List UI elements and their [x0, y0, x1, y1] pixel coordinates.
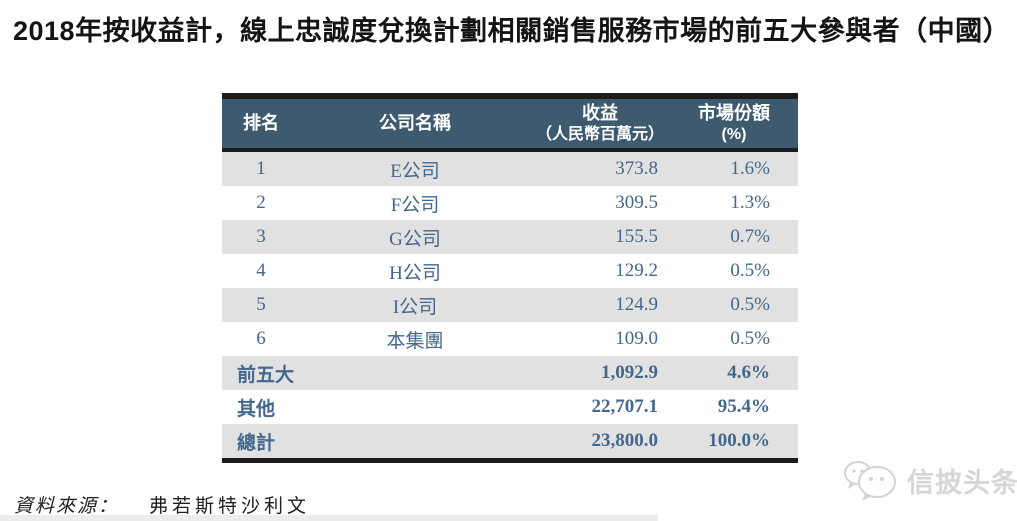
header-revenue-line2: （人民幣百萬元）	[535, 125, 664, 143]
cell-rank: 3	[256, 226, 266, 247]
table-row: 3 G公司 155.5 0.7%	[222, 220, 798, 254]
summary-row-total: 總計 23,800.0 100.0%	[222, 424, 798, 458]
header-company: 公司名稱	[379, 113, 451, 134]
table-row: 5 I公司 124.9 0.5%	[222, 288, 798, 322]
summary-row-others: 其他 22,707.1 95.4%	[222, 390, 798, 424]
cell-company: F公司	[390, 194, 440, 216]
watermark-text: 信披头条	[907, 467, 1017, 498]
cell-revenue: 23,800.0	[591, 430, 659, 451]
cell-label: 前五大	[237, 364, 295, 386]
table-row: 1 E公司 373.8 1.6%	[222, 152, 798, 186]
cell-revenue: 309.5	[615, 192, 658, 213]
cell-share: 1.3%	[730, 192, 770, 213]
cell-revenue: 22,707.1	[591, 396, 659, 417]
cell-rank: 4	[256, 260, 266, 281]
header-revenue: 收益 （人民幣百萬元）	[530, 102, 670, 145]
header-share: 市場份額 (%)	[670, 102, 798, 145]
cell-company: 本集團	[386, 330, 444, 352]
page-title: 2018年按收益計，線上忠誠度兌換計劃相關銷售服務市場的前五大參與者（中國）	[13, 16, 1011, 46]
cell-share: 1.6%	[730, 158, 770, 179]
source-label: 資料來源：	[14, 496, 120, 517]
table-row: 6 本集團 109.0 0.5%	[222, 322, 798, 356]
chat-bubbles-icon	[843, 458, 897, 502]
header-share-line1: 市場份額	[698, 103, 770, 124]
summary-row-top-five: 前五大 1,092.9 4.6%	[222, 356, 798, 390]
page-bottom-edge	[0, 515, 658, 521]
cell-label: 總計	[237, 432, 276, 454]
cell-revenue: 1,092.9	[601, 362, 658, 383]
source-value: 弗若斯特沙利文	[149, 496, 311, 517]
cell-share: 0.7%	[730, 226, 770, 247]
cell-label: 其他	[237, 398, 276, 420]
cell-share: 0.5%	[730, 328, 770, 349]
table-header-row: 排名 公司名稱 收益 （人民幣百萬元） 市場份額 (%)	[222, 99, 798, 152]
cell-revenue: 373.8	[615, 158, 658, 179]
cell-share: 0.5%	[730, 260, 770, 281]
watermark: 信披头条	[843, 458, 1017, 502]
cell-company: E公司	[390, 160, 440, 182]
cell-share: 0.5%	[730, 294, 770, 315]
cell-rank: 2	[256, 192, 266, 213]
cell-revenue: 129.2	[615, 260, 658, 281]
cell-share: 100.0%	[708, 430, 770, 451]
cell-share: 4.6%	[727, 362, 770, 383]
cell-rank: 6	[256, 328, 266, 349]
header-rank: 排名	[243, 113, 279, 134]
cell-revenue: 124.9	[615, 294, 658, 315]
cell-company: I公司	[392, 296, 438, 318]
table-row: 4 H公司 129.2 0.5%	[222, 254, 798, 288]
cell-rank: 5	[256, 294, 266, 315]
cell-rank: 1	[256, 158, 266, 179]
header-revenue-line1: 收益	[582, 103, 618, 124]
cell-revenue: 155.5	[615, 226, 658, 247]
table-row: 2 F公司 309.5 1.3%	[222, 186, 798, 220]
cell-revenue: 109.0	[615, 328, 658, 349]
header-share-line2: (%)	[721, 125, 747, 143]
market-participants-table: 排名 公司名稱 收益 （人民幣百萬元） 市場份額 (%) 1 E公司 373.8…	[222, 93, 798, 463]
cell-share: 95.4%	[717, 396, 770, 417]
source-line: 資料來源： 弗若斯特沙利文	[14, 491, 310, 518]
cell-company: H公司	[389, 262, 441, 284]
cell-company: G公司	[389, 228, 441, 250]
